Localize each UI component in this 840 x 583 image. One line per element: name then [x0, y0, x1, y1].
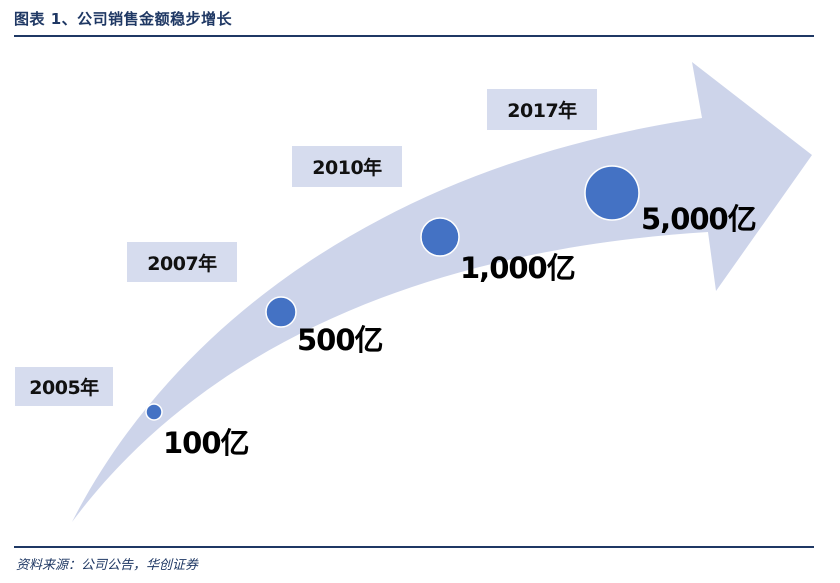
value-label-5000: 5,000亿: [641, 202, 757, 236]
milestone-circle-2005: [145, 403, 163, 421]
figure-title: 图表 1、公司销售金额稳步增长: [14, 10, 233, 28]
year-label-2010: 2010年: [292, 146, 402, 187]
source-note: 资料来源：公司公告，华创证券: [16, 558, 199, 573]
value-label-1000: 1,000亿: [460, 251, 576, 285]
year-label-2005: 2005年: [15, 367, 113, 406]
milestone-circle-2007: [265, 296, 297, 328]
value-label-500: 500亿: [297, 323, 384, 357]
value-label-100: 100亿: [163, 426, 250, 460]
milestone-circle-2010: [420, 217, 460, 257]
year-label-2007: 2007年: [127, 242, 237, 282]
milestone-circle-2017: [584, 165, 640, 221]
top-divider: [14, 35, 814, 37]
bottom-divider: [14, 546, 814, 548]
year-label-2017: 2017年: [487, 89, 597, 130]
